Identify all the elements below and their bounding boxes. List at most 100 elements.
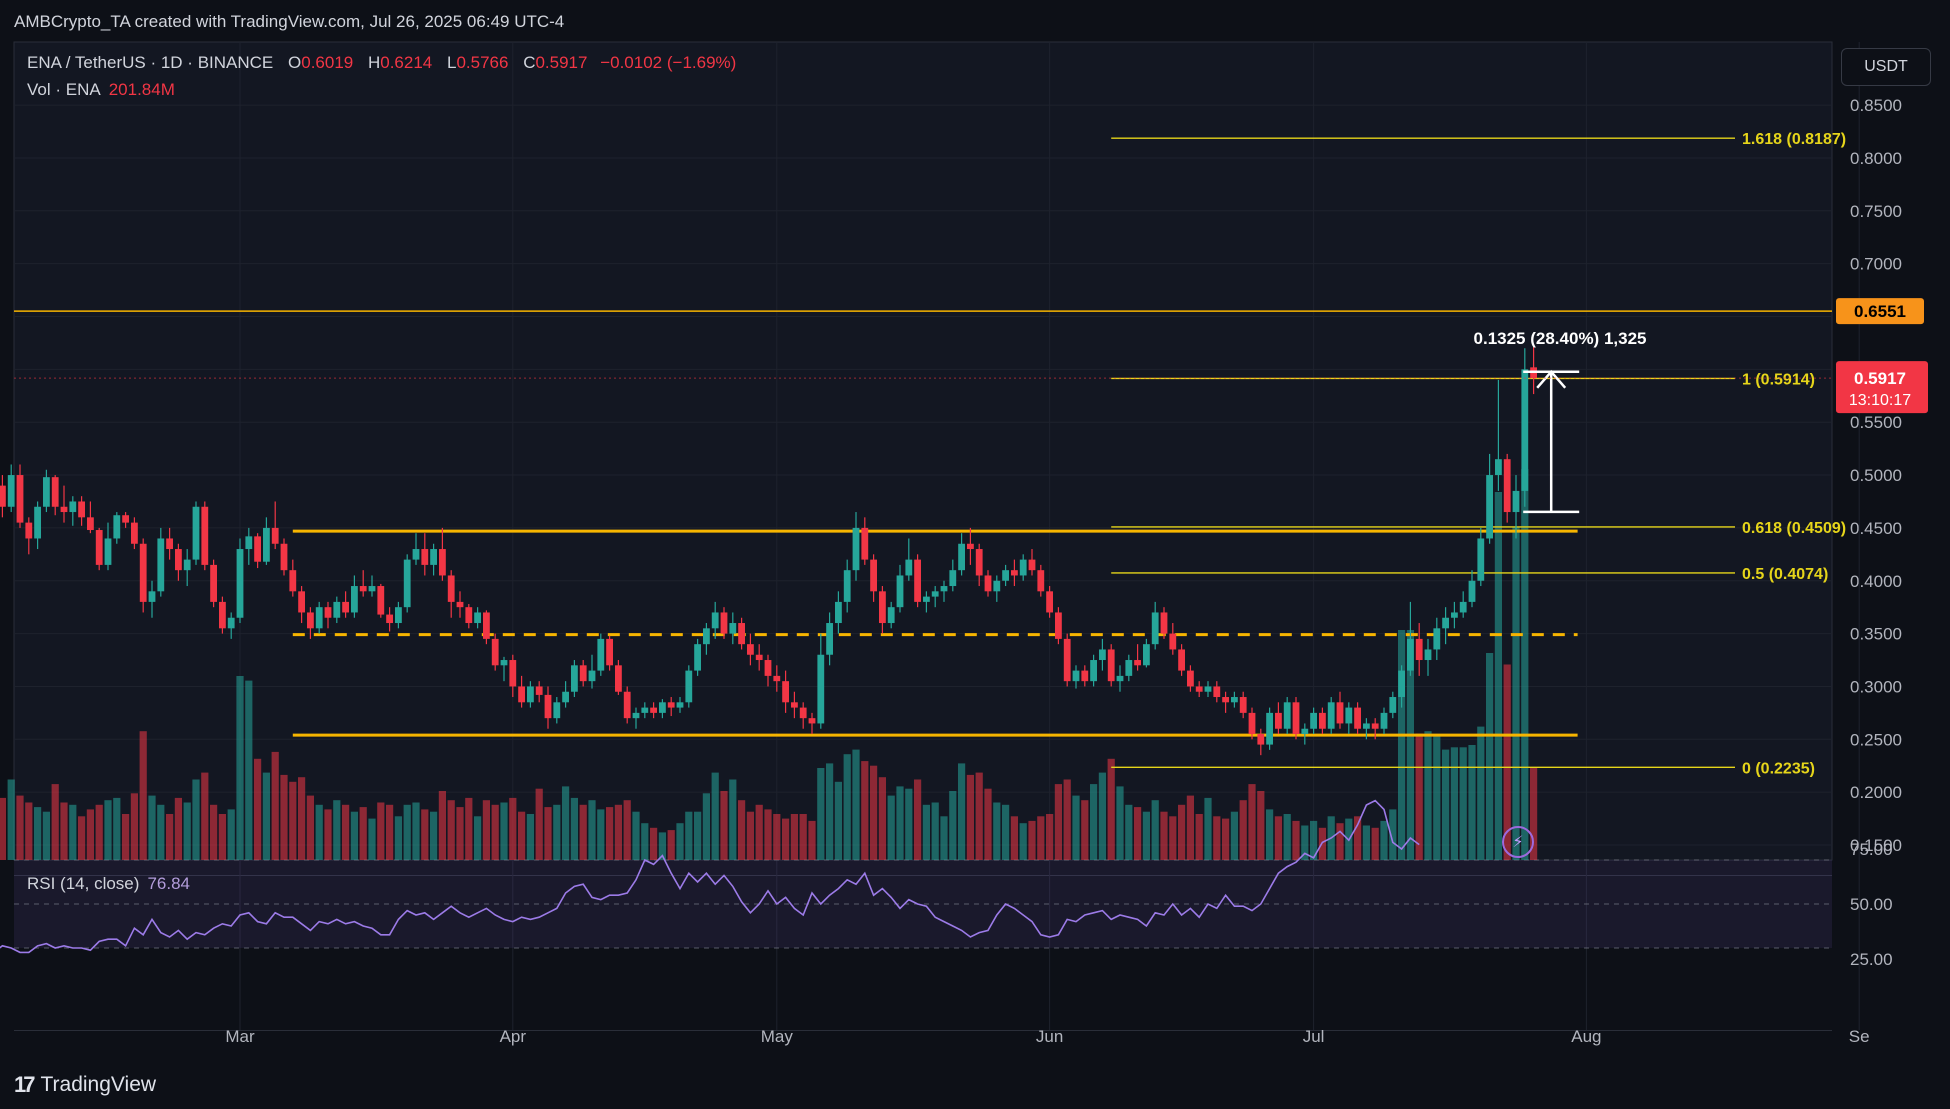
candle-body bbox=[465, 607, 473, 624]
candle-body bbox=[940, 586, 948, 592]
volume-bar bbox=[958, 763, 966, 860]
volume-bar bbox=[1213, 816, 1221, 860]
volume-bar bbox=[86, 809, 94, 860]
volume-bar bbox=[632, 811, 640, 860]
lightning-icon[interactable]: ⚡ bbox=[1502, 826, 1534, 858]
volume-bar bbox=[905, 788, 913, 860]
volume-bar bbox=[227, 809, 235, 860]
candle-body bbox=[210, 564, 217, 602]
volume-bar bbox=[394, 816, 402, 860]
volume-bar bbox=[949, 791, 957, 860]
volume-bar bbox=[1142, 811, 1150, 860]
volume-bar bbox=[60, 802, 68, 860]
candle-body bbox=[95, 530, 103, 565]
volume-bar bbox=[1186, 795, 1194, 860]
fib-level-label: 1 (0.5914) bbox=[1742, 371, 1815, 388]
volume-bar bbox=[1380, 820, 1388, 860]
candle-body bbox=[1046, 591, 1053, 613]
volume-bar bbox=[69, 804, 77, 860]
open-key: O bbox=[288, 53, 302, 72]
candle-body bbox=[1380, 712, 1388, 729]
volume-bar bbox=[870, 765, 878, 860]
candle-body bbox=[720, 612, 728, 634]
volume-bar bbox=[1292, 820, 1300, 860]
volume-bar bbox=[606, 807, 614, 860]
candle-body bbox=[342, 601, 349, 613]
volume-bar bbox=[104, 800, 112, 860]
price-tick-label: 0.7500 bbox=[1850, 202, 1902, 221]
volume-bar bbox=[1151, 800, 1159, 860]
candle-body bbox=[1451, 612, 1458, 618]
candle-body bbox=[139, 543, 147, 602]
candle-body bbox=[1248, 712, 1256, 735]
volume-bar bbox=[1098, 772, 1106, 860]
volume-bar bbox=[1204, 797, 1212, 860]
candle-body bbox=[685, 670, 693, 703]
volume-bar bbox=[782, 818, 790, 860]
open-value: 0.6019 bbox=[301, 53, 354, 72]
currency-button[interactable]: USDT bbox=[1841, 48, 1931, 86]
symbol-name[interactable]: ENA / TetherUS · 1D · BINANCE bbox=[27, 53, 274, 72]
volume-bar bbox=[1503, 664, 1511, 860]
rsi-legend[interactable]: RSI (14, close) 76.84 bbox=[27, 874, 190, 894]
price-tick-label: 0.3500 bbox=[1850, 625, 1902, 644]
candle-body bbox=[395, 607, 402, 624]
candle-body bbox=[175, 549, 182, 571]
volume-bar bbox=[183, 802, 191, 860]
volume-bar bbox=[7, 779, 15, 860]
volume-bar bbox=[1424, 731, 1432, 860]
volume-bar bbox=[262, 772, 270, 860]
volume-bar bbox=[1450, 747, 1458, 860]
candle-body bbox=[60, 506, 68, 513]
candle-body bbox=[1222, 697, 1229, 703]
candle-body bbox=[914, 559, 921, 602]
volume-bar bbox=[1230, 811, 1238, 860]
candle-body bbox=[51, 477, 59, 507]
volume-legend[interactable]: Vol · ENA 201.84M bbox=[27, 80, 175, 100]
candle-body bbox=[87, 517, 94, 531]
candle-body bbox=[676, 702, 684, 708]
time-tick-label: Aug bbox=[1571, 1027, 1601, 1046]
candle-body bbox=[923, 596, 930, 602]
candle-body bbox=[25, 522, 33, 539]
pane-divider bbox=[14, 875, 1832, 876]
candle-body bbox=[1002, 570, 1009, 581]
candle-body bbox=[588, 670, 596, 682]
volume-bar bbox=[711, 772, 719, 860]
volume-bar bbox=[113, 797, 121, 860]
candle-body bbox=[227, 617, 235, 629]
candle-body bbox=[738, 623, 745, 645]
candle-body bbox=[245, 536, 253, 550]
candle-body bbox=[1521, 369, 1529, 491]
candle-body bbox=[1275, 712, 1282, 729]
volume-bar bbox=[306, 795, 314, 860]
volume-bar bbox=[1160, 811, 1168, 860]
candle-body bbox=[967, 543, 974, 550]
volume-bar bbox=[518, 811, 526, 860]
volume-bar bbox=[412, 802, 420, 860]
volume-bar bbox=[0, 797, 6, 860]
volume-bar bbox=[922, 804, 930, 860]
candle-body bbox=[7, 475, 15, 507]
candle-body bbox=[1160, 612, 1168, 634]
change-value: −0.0102 (−1.69%) bbox=[600, 53, 737, 72]
candle-body bbox=[236, 549, 244, 618]
volume-bar bbox=[685, 811, 693, 860]
volume-bar bbox=[386, 804, 394, 860]
candle-body bbox=[1512, 490, 1520, 513]
tradingview-brand[interactable]: 17 TradingView bbox=[14, 1072, 156, 1098]
candle-body bbox=[799, 707, 807, 719]
candle-body bbox=[1301, 728, 1309, 735]
volume-bar bbox=[834, 781, 842, 860]
candle-body bbox=[1125, 660, 1133, 676]
volume-bar bbox=[878, 777, 886, 860]
measure-label: 0.1325 (28.40%) 1,325 bbox=[1474, 329, 1647, 348]
candle-body bbox=[535, 686, 543, 695]
countdown-text: 13:10:17 bbox=[1849, 392, 1911, 409]
price-tick-label: 0.7000 bbox=[1850, 255, 1902, 274]
candle-body bbox=[122, 515, 129, 523]
candle-body bbox=[1099, 649, 1106, 661]
candle-body bbox=[1319, 712, 1326, 729]
close-key: C bbox=[523, 53, 536, 72]
